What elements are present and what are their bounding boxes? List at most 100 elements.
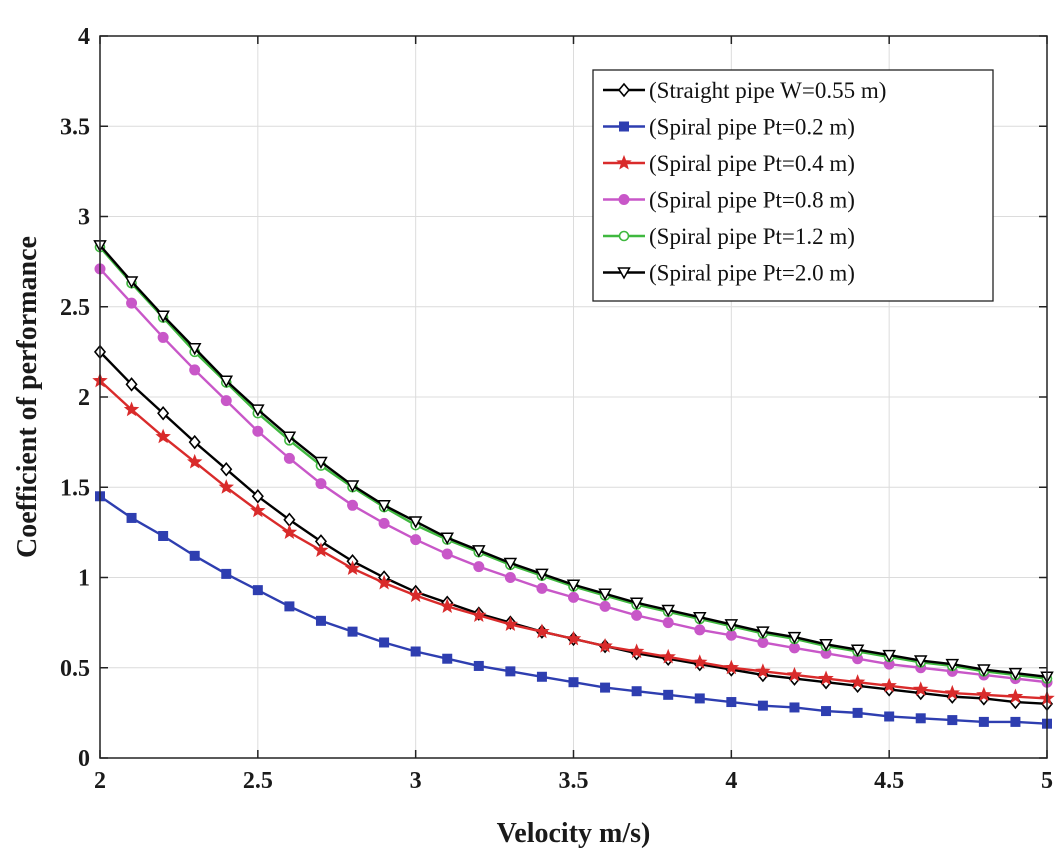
x-tick-label: 4.5 (874, 768, 904, 794)
data-point (473, 561, 485, 573)
data-point (189, 364, 201, 376)
data-point (252, 585, 263, 596)
data-point (442, 653, 453, 664)
data-point (568, 677, 579, 688)
data-point (440, 532, 455, 545)
data-point (881, 677, 897, 693)
data-point (821, 706, 832, 717)
series-layer (92, 240, 1055, 729)
data-point (725, 629, 737, 641)
data-point (788, 642, 800, 654)
data-point (252, 425, 264, 437)
y-axis-label: Coefficient of performance (12, 236, 43, 558)
data-point (439, 598, 455, 613)
data-point (283, 452, 295, 464)
x-tick-label: 4 (725, 768, 737, 794)
data-point (566, 579, 581, 592)
data-point (534, 623, 550, 639)
legend-label: (Straight pipe W=0.55 m) (649, 78, 886, 103)
data-point (313, 542, 329, 557)
series-3 (92, 372, 1055, 706)
data-point (251, 489, 264, 504)
data-point (315, 478, 327, 490)
data-point (220, 395, 232, 407)
data-point (628, 643, 645, 659)
legend-entry: (Spiral pipe Pt=1.2 m) (603, 224, 855, 249)
data-point (410, 534, 422, 546)
data-point (186, 453, 203, 469)
data-point (849, 674, 866, 689)
legend-marker (618, 194, 630, 205)
data-point (283, 512, 296, 527)
data-point (471, 607, 487, 622)
data-point (947, 715, 958, 726)
data-point (124, 276, 139, 289)
y-tick-label: 3.5 (60, 114, 90, 140)
data-point (726, 697, 737, 708)
data-point (755, 663, 771, 678)
legend-marker (617, 82, 631, 98)
legend-entry: (Straight pipe W=0.55 m) (603, 78, 886, 103)
data-point (347, 626, 358, 637)
data-point (787, 631, 802, 645)
data-point (757, 700, 768, 711)
data-point (757, 636, 769, 648)
x-tick-label: 2 (94, 768, 106, 794)
series-2 (95, 491, 1052, 729)
data-point (945, 658, 960, 672)
data-point (503, 557, 518, 571)
data-point (187, 343, 202, 356)
data-point (123, 401, 140, 417)
data-point (188, 434, 201, 450)
data-point (125, 377, 138, 392)
data-point (158, 530, 169, 541)
data-point (852, 707, 863, 718)
data-point (220, 461, 233, 477)
data-point (221, 568, 232, 579)
data-point (219, 375, 234, 388)
series-6 (93, 240, 1054, 684)
data-point (944, 684, 961, 700)
data-point (314, 456, 328, 470)
data-point (502, 616, 519, 631)
data-point (976, 686, 992, 702)
data-point (786, 666, 803, 682)
data-point (977, 664, 991, 677)
data-point (536, 671, 547, 682)
data-point (818, 670, 834, 686)
data-point (347, 499, 359, 511)
data-point (598, 588, 612, 601)
legend-label: (Spiral pipe Pt=0.4 m) (649, 151, 855, 176)
data-point (408, 516, 423, 529)
data-point (913, 655, 928, 668)
data-point (692, 654, 708, 669)
ticks: 2 2.5 3 3.5 4 4.5 5 0 0.5 1 1.5 2 2.5 3 3.5 4 (60, 24, 1053, 794)
y-tick-label: 0.5 (60, 656, 90, 682)
y-tick-label: 0 (78, 746, 90, 772)
data-point (189, 550, 200, 561)
data-point (250, 502, 266, 518)
y-tick-label: 1 (78, 566, 90, 592)
legend-marker (616, 154, 632, 170)
data-point (631, 609, 643, 621)
data-point (504, 572, 516, 583)
legend-entry: (Spiral pipe Pt=0.4 m) (603, 151, 855, 176)
x-tick-label: 5 (1041, 768, 1053, 794)
data-point (218, 479, 234, 494)
y-tick-label: 1.5 (60, 475, 90, 501)
data-point (600, 682, 611, 693)
data-point (756, 626, 770, 639)
y-tick-label: 3 (78, 205, 90, 231)
data-point (660, 648, 676, 664)
data-point (315, 615, 326, 626)
legend-entry: (Spiral pipe Pt=0.2 m) (603, 115, 855, 140)
data-point (631, 686, 642, 697)
data-point (281, 524, 298, 539)
y-tick-label: 2.5 (60, 295, 90, 321)
data-point (156, 310, 170, 323)
legend-label: (Spiral pipe Pt=0.2 m) (649, 115, 855, 140)
data-point (377, 500, 391, 513)
data-point (535, 568, 549, 581)
data-point (473, 660, 484, 671)
